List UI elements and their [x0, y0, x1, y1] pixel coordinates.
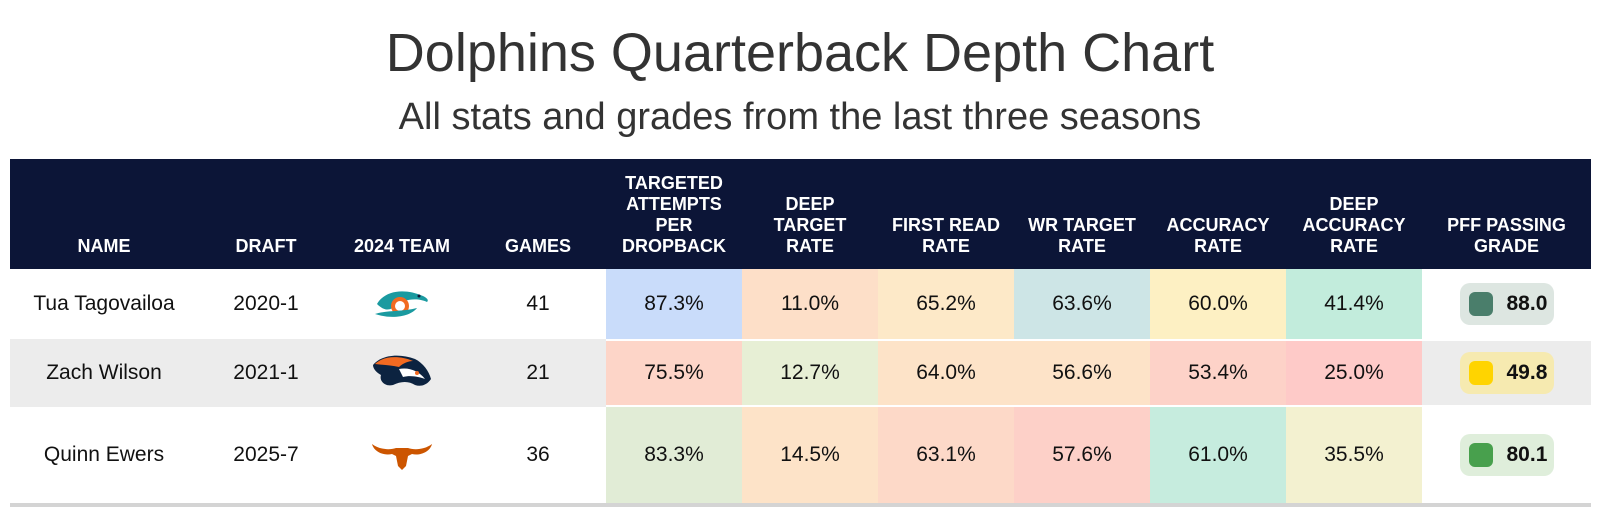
header-pff-passing-grade[interactable]: PFF PASSING GRADE: [1447, 215, 1566, 256]
stat-cell: 87.3%: [606, 269, 742, 339]
header-draft[interactable]: DRAFT: [235, 236, 297, 256]
games-cell: 36: [526, 443, 550, 466]
stat-cell: 63.1%: [878, 407, 1014, 503]
table-body: Tua Tagovailoa 2020-1 41 87.3% 11.0% 65.2% 63.…: [10, 269, 1591, 503]
dolphins-logo-icon: [371, 284, 433, 324]
draft-cell: 2021-1: [233, 361, 299, 384]
pff-grade-badge: 88.0: [1459, 283, 1554, 325]
draft-cell: 2020-1: [233, 292, 299, 315]
games-cell: 21: [526, 361, 550, 384]
team-logo-cell: [334, 407, 470, 503]
stat-cell: 64.0%: [878, 339, 1014, 407]
player-name: Tua Tagovailoa: [33, 292, 175, 315]
pff-grade-badge: 80.1: [1459, 434, 1554, 476]
team-logo-cell: [334, 269, 470, 339]
stat-cell: 61.0%: [1150, 407, 1286, 503]
stat-cell: 65.2%: [878, 269, 1014, 339]
stat-cell: 12.7%: [742, 339, 878, 407]
stat-cell: 35.5%: [1286, 407, 1422, 503]
table-row[interactable]: Quinn Ewers 2025-7 36 83.3% 14.5% 63.1% 57.6% 6…: [10, 407, 1591, 503]
pff-grade-badge: 49.8: [1459, 352, 1554, 394]
stat-cell: 41.4%: [1286, 269, 1422, 339]
header-deep-target-rate[interactable]: DEEP TARGET RATE: [773, 194, 847, 256]
header-wr-target-rate[interactable]: WR TARGET RATE: [1028, 215, 1136, 256]
grade-color-swatch: [1468, 292, 1493, 316]
table-header: NAME DRAFT 2024 TEAM GAMES TARGETED ATTE…: [10, 159, 1591, 269]
stat-cell: 53.4%: [1150, 339, 1286, 407]
draft-cell: 2025-7: [233, 443, 299, 466]
table-row[interactable]: Tua Tagovailoa 2020-1 41 87.3% 11.0% 65.2% 63.…: [10, 269, 1591, 339]
stat-cell: 11.0%: [742, 269, 878, 339]
longhorns-logo-icon: [370, 438, 434, 472]
grade-cell: 49.8: [1422, 339, 1591, 407]
header-accuracy-rate[interactable]: ACCURACY RATE: [1166, 215, 1270, 256]
table-row[interactable]: Zach Wilson 2021-1 21 75.5% 12.7% 64.0% 56.6% 5…: [10, 339, 1591, 407]
grade-cell: 88.0: [1422, 269, 1591, 339]
grade-cell: 80.1: [1422, 407, 1591, 503]
header-2024-team[interactable]: 2024 TEAM: [353, 236, 451, 256]
header-games[interactable]: GAMES: [504, 236, 571, 256]
grade-color-swatch: [1468, 361, 1493, 385]
stat-cell: 60.0%: [1150, 269, 1286, 339]
header-name[interactable]: NAME: [77, 236, 131, 256]
stat-cell: 75.5%: [606, 339, 742, 407]
stat-cell: 25.0%: [1286, 339, 1422, 407]
stat-cell: 57.6%: [1014, 407, 1150, 503]
chart-subtitle: All stats and grades from the last three…: [398, 96, 1202, 138]
grade-value: 88.0: [1506, 292, 1548, 315]
chart-title: Dolphins Quarterback Depth Chart: [385, 23, 1215, 83]
broncos-logo-icon: [369, 351, 435, 395]
header-deep-accuracy-rate[interactable]: DEEP ACCURACY RATE: [1302, 194, 1406, 256]
grade-value: 49.8: [1506, 361, 1548, 384]
grade-color-swatch: [1468, 443, 1493, 467]
player-name: Zach Wilson: [46, 361, 162, 384]
header-first-read-rate[interactable]: FIRST READ RATE: [892, 215, 1000, 256]
grade-value: 80.1: [1506, 443, 1548, 466]
depth-chart-table: NAME DRAFT 2024 TEAM GAMES TARGETED ATTE…: [10, 159, 1591, 507]
games-cell: 41: [526, 292, 550, 315]
header-targeted-attempts[interactable]: TARGETED ATTEMPTS PER DROPBACK: [621, 173, 726, 256]
table-bottom-rule: [10, 503, 1591, 507]
stat-cell: 14.5%: [742, 407, 878, 503]
stat-cell: 83.3%: [606, 407, 742, 503]
player-name: Quinn Ewers: [43, 443, 165, 466]
stat-cell: 56.6%: [1014, 339, 1150, 407]
stat-cell: 63.6%: [1014, 269, 1150, 339]
team-logo-cell: [334, 339, 470, 407]
